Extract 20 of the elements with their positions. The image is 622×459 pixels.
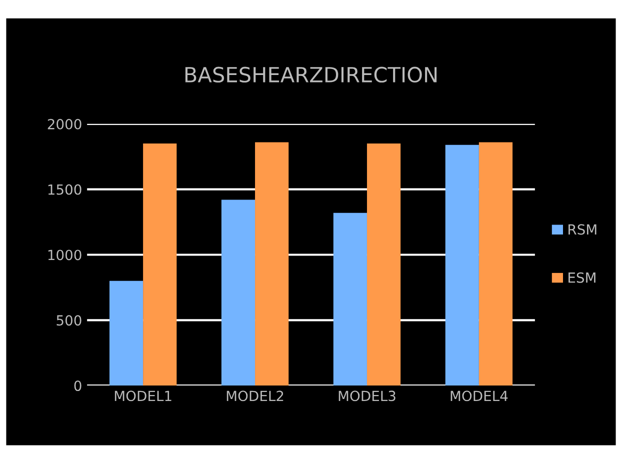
bar (143, 144, 177, 386)
bar (333, 212, 367, 386)
bar (366, 144, 401, 386)
legend-label: ESM (568, 272, 596, 283)
chart-title: BASESHEARZDIRECTION (185, 66, 437, 83)
x-tick-label: MODEL3 (338, 390, 396, 402)
x-tick-label: MODEL4 (450, 390, 508, 402)
y-tick-label: 2000 (48, 118, 82, 130)
bar (478, 142, 513, 386)
y-tick-label: 1000 (48, 250, 82, 260)
bar (221, 200, 256, 386)
y-tick-label: 1500 (48, 184, 82, 195)
bar (109, 280, 144, 386)
x-tick-label: MODEL2 (226, 390, 284, 402)
bar (445, 144, 479, 386)
y-tick-label: 500 (56, 315, 82, 326)
legend-label: RSM (568, 224, 596, 235)
x-tick-label: MODEL1 (114, 390, 172, 402)
bar (255, 142, 289, 386)
y-tick-label: 0 (74, 380, 82, 392)
